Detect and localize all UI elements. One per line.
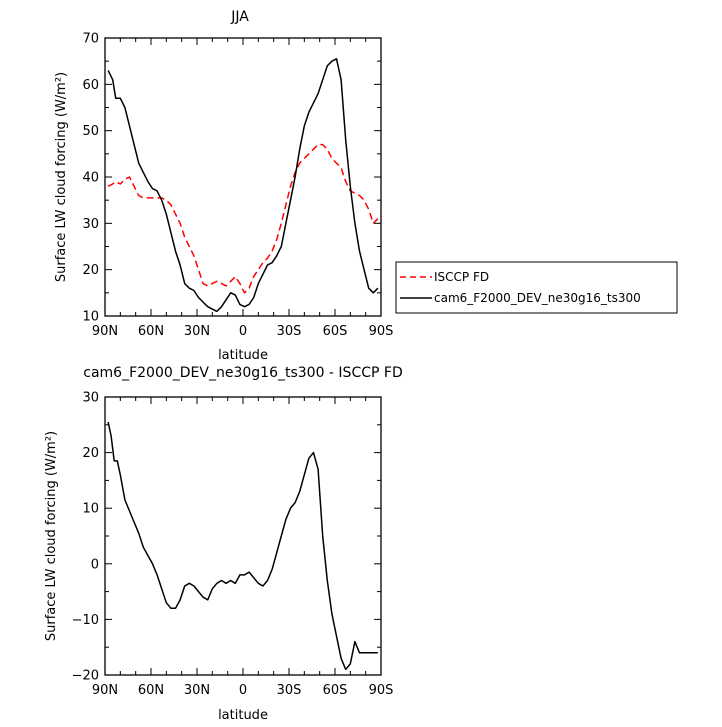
chart-bottom: cam6_F2000_DEV_ne30g16_ts300 - ISCCP FD … <box>44 365 403 723</box>
y-tick-label: 10 <box>82 310 99 325</box>
x-tick-label: 30S <box>277 683 302 698</box>
x-axis-label: latitude <box>218 708 268 723</box>
y-tick-label: 30 <box>82 391 99 406</box>
legend-label: ISCCP FD <box>434 270 489 284</box>
x-axis-label: latitude <box>218 348 268 363</box>
y-tick-label: 40 <box>82 171 99 186</box>
y-tick-label: 70 <box>82 32 99 47</box>
ticks-layer: 90N 60N 30N 0 30S 60S 90S −20 −10 0 10 20 30 <box>72 391 394 699</box>
series-layer <box>107 421 378 671</box>
x-tick-label: 60N <box>138 683 164 698</box>
legend-box <box>395 261 678 314</box>
x-tick-label: 60S <box>323 324 348 339</box>
y-tick-label: 20 <box>82 446 99 461</box>
y-tick-label: 20 <box>82 263 99 278</box>
y-axis-label: Surface LW cloud forcing (W/m²) <box>54 72 69 282</box>
chart-title: JJA <box>230 9 249 25</box>
chart-title: cam6_F2000_DEV_ne30g16_ts300 - ISCCP FD <box>83 365 402 381</box>
y-tick-label: 60 <box>82 78 99 93</box>
x-tick-label: 60S <box>323 683 348 698</box>
legend-label: cam6_F2000_DEV_ne30g16_ts300 <box>434 291 641 305</box>
x-tick-label: 90S <box>369 683 394 698</box>
series-line <box>107 143 379 294</box>
x-tick-label: 0 <box>239 324 247 339</box>
x-tick-label: 60N <box>138 324 164 339</box>
series-line <box>107 58 379 313</box>
x-tick-label: 90N <box>92 324 118 339</box>
legend: ISCCP FD cam6_F2000_DEV_ne30g16_ts300 <box>395 261 678 314</box>
y-tick-label: −10 <box>72 613 99 628</box>
plot-frame <box>104 396 382 676</box>
y-axis-label: Surface LW cloud forcing (W/m²) <box>44 431 59 641</box>
x-tick-label: 30N <box>184 683 210 698</box>
series-layer <box>107 58 379 313</box>
ticks-layer: 90N 60N 30N 0 30S 60S 90S 10 20 30 40 50 60 70 <box>82 32 393 340</box>
y-tick-label: 10 <box>82 502 99 517</box>
y-tick-label: 50 <box>82 124 99 139</box>
y-tick-label: 0 <box>91 557 99 572</box>
x-tick-label: 90S <box>369 324 394 339</box>
x-tick-label: 30N <box>184 324 210 339</box>
chart-top: JJA 90N 60N 30N 0 30S 60S 90S 10 20 30 40 50 60 70 la… <box>54 9 393 363</box>
x-tick-label: 90N <box>92 683 118 698</box>
y-tick-label: 30 <box>82 217 99 232</box>
y-tick-label: −20 <box>72 669 99 684</box>
x-tick-label: 0 <box>239 683 247 698</box>
x-tick-label: 30S <box>277 324 302 339</box>
series-line <box>107 421 378 671</box>
